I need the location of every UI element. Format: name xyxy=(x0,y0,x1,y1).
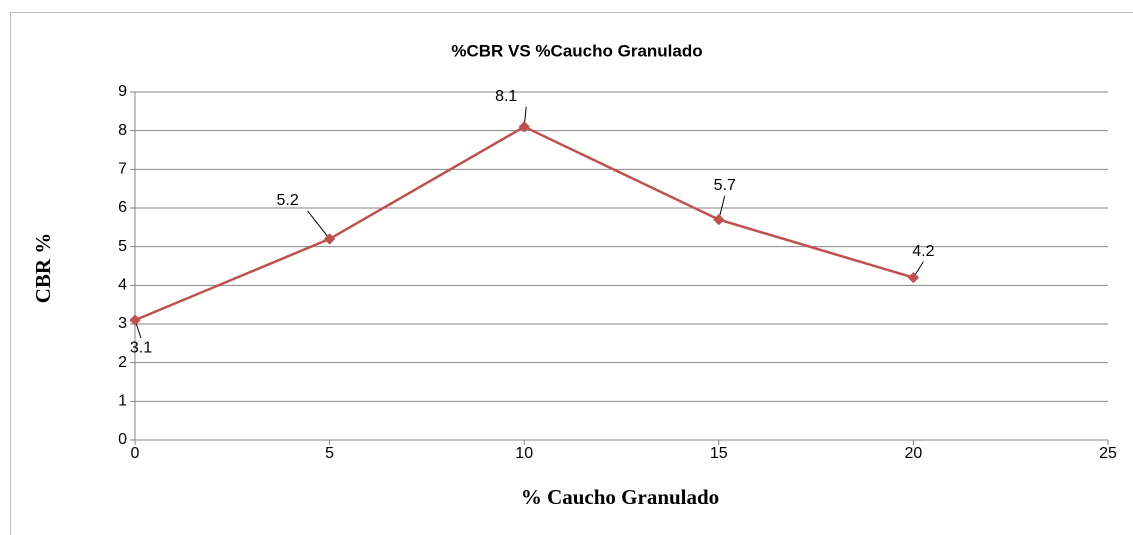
data-point xyxy=(713,213,725,226)
x-tick-label: 25 xyxy=(1099,445,1117,462)
data-point xyxy=(907,271,920,284)
data-point xyxy=(323,233,336,245)
y-tick-label: 7 xyxy=(118,161,127,178)
y-tick-label: 2 xyxy=(118,354,127,371)
y-tick-label: 8 xyxy=(118,122,127,139)
data-line xyxy=(134,125,914,322)
y-tick-label: 5 xyxy=(118,238,127,255)
data-label: 8.1 xyxy=(495,88,517,105)
y-tick-label: 0 xyxy=(118,431,127,448)
y-axis-label: CBR % xyxy=(31,233,55,304)
y-tick-label: 9 xyxy=(118,83,127,100)
y-tick-label: 6 xyxy=(118,199,127,216)
x-tick-label: 10 xyxy=(515,445,533,462)
data-point xyxy=(129,314,141,326)
x-tick-label: 0 xyxy=(131,445,140,462)
x-tick-label: 20 xyxy=(905,445,923,462)
x-axis-label: % Caucho Granulado xyxy=(521,485,719,509)
data-label: 5.7 xyxy=(714,177,736,194)
data-label: 5.2 xyxy=(276,192,298,209)
y-tick-label: 1 xyxy=(118,393,127,410)
x-tick-label: 5 xyxy=(325,445,334,462)
chart-frame xyxy=(10,12,1133,535)
x-tick-label: 15 xyxy=(710,445,728,462)
y-tick-label: 3 xyxy=(118,315,127,332)
data-label: 3.1 xyxy=(130,339,152,356)
data-label: 4.2 xyxy=(912,243,934,260)
chart-title: %CBR VS %Caucho Granulado xyxy=(451,41,702,60)
leader-line xyxy=(307,210,330,240)
y-tick-label: 4 xyxy=(118,277,127,294)
